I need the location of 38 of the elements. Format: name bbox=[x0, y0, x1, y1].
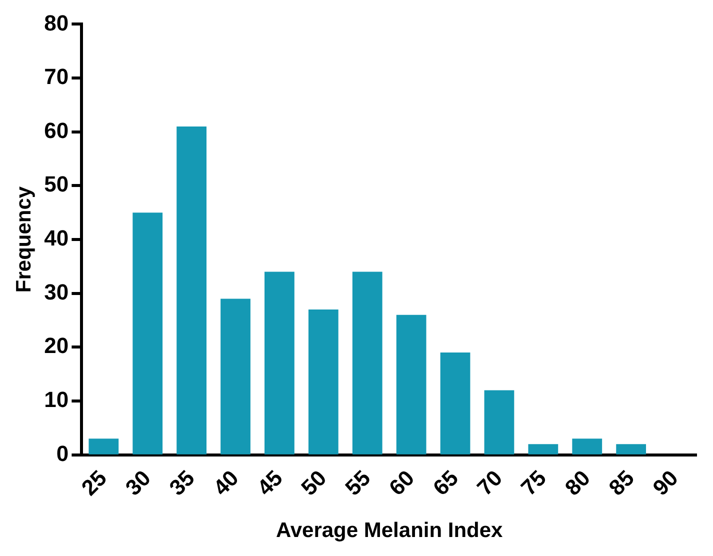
y-axis-title: Frequency bbox=[12, 186, 36, 293]
x-tick-label: 70 bbox=[472, 465, 508, 500]
x-tick-label: 65 bbox=[428, 465, 464, 500]
bar bbox=[352, 272, 382, 454]
x-tick-label: 55 bbox=[340, 465, 376, 500]
bar bbox=[220, 298, 250, 454]
bar bbox=[132, 212, 163, 454]
bar bbox=[616, 444, 646, 454]
y-tick-label: 10 bbox=[44, 387, 69, 412]
y-tick-label: 70 bbox=[44, 64, 69, 90]
y-tick-label: 50 bbox=[44, 172, 69, 197]
x-tick-label: 85 bbox=[604, 465, 639, 500]
x-tick-label: 80 bbox=[560, 465, 595, 500]
bar bbox=[264, 272, 294, 454]
bar bbox=[572, 438, 602, 454]
x-tick-label: 25 bbox=[76, 465, 112, 500]
x-tick-label: 60 bbox=[384, 465, 420, 500]
x-tick-label: 50 bbox=[296, 465, 332, 500]
bar bbox=[396, 314, 426, 454]
y-tick-label: 0 bbox=[56, 440, 69, 466]
bar bbox=[440, 352, 470, 454]
x-tick-label: 35 bbox=[164, 465, 200, 500]
x-tick-label: 45 bbox=[252, 465, 288, 500]
x-tick-label: 30 bbox=[120, 465, 156, 500]
y-tick-label: 20 bbox=[44, 333, 69, 358]
y-tick-label: 60 bbox=[44, 118, 69, 143]
y-tick-label: 40 bbox=[44, 226, 69, 251]
bar bbox=[528, 444, 558, 454]
bar bbox=[88, 438, 119, 454]
y-tick-label: 80 bbox=[44, 10, 69, 36]
bar bbox=[484, 390, 514, 454]
bar bbox=[308, 309, 338, 454]
x-tick-label: 75 bbox=[516, 465, 551, 500]
x-tick-label: 90 bbox=[648, 465, 683, 500]
x-axis-title: Average Melanin Index bbox=[276, 519, 504, 542]
y-tick-label: 30 bbox=[44, 279, 69, 304]
bar bbox=[176, 126, 206, 454]
x-tick-label: 40 bbox=[208, 465, 244, 500]
